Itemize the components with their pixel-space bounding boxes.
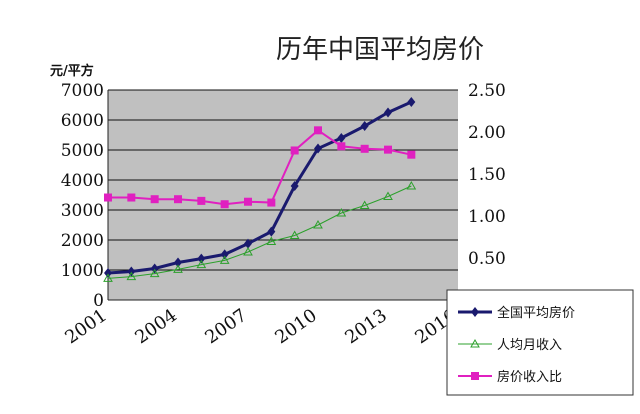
- data-point: [407, 97, 416, 107]
- left-tick-label: 7000: [61, 81, 104, 101]
- data-point: [266, 236, 277, 245]
- right-tick-label: 2.50: [468, 81, 506, 101]
- data-point: [104, 193, 112, 202]
- data-point: [360, 144, 369, 153]
- right-tick-label: 1.50: [468, 165, 506, 185]
- data-point: [127, 266, 136, 277]
- data-point: [127, 193, 136, 202]
- data-point: [243, 246, 253, 256]
- data-point: [337, 142, 346, 151]
- data-point: [104, 268, 112, 278]
- data-point: [126, 271, 137, 281]
- series-square: [104, 126, 416, 209]
- x-tick-labels: 2001 2004 2007 2010 2013 2016: [61, 305, 461, 348]
- data-point: [197, 196, 206, 205]
- series-diamond: [104, 97, 416, 278]
- data-point: [471, 307, 479, 317]
- right-tick-label: 2.00: [468, 123, 506, 143]
- data-point: [314, 126, 322, 135]
- left-tick-labels: 0 1000 2000 3000 4000 5000 6000 7000: [61, 81, 104, 311]
- left-tick-label: 5000: [61, 141, 104, 161]
- data-point: [267, 198, 276, 207]
- data-point: [313, 219, 323, 229]
- left-tick-label: 6000: [61, 111, 104, 131]
- data-point: [196, 259, 207, 269]
- data-point: [103, 273, 113, 282]
- legend-entry: 人均月收入: [458, 338, 562, 353]
- x-tick-label: 2004: [131, 305, 181, 348]
- right-tick-label: 1.00: [468, 207, 506, 227]
- right-tick-label: 0.50: [468, 249, 506, 269]
- data-point: [150, 195, 159, 204]
- left-tick-label: 2000: [61, 231, 104, 251]
- data-point: [407, 150, 416, 159]
- data-point: [220, 200, 229, 209]
- y-unit-label: 元/平方: [50, 63, 94, 79]
- chart-title: 历年中国平均房价: [276, 35, 484, 65]
- left-tick-label: 4000: [61, 171, 104, 191]
- data-point: [174, 195, 182, 204]
- data-point: [173, 264, 183, 273]
- left-tick-label: 3000: [61, 201, 104, 221]
- data-point: [384, 145, 392, 154]
- data-point: [337, 133, 346, 143]
- data-point: [149, 268, 160, 278]
- data-point: [219, 255, 230, 264]
- data-point: [267, 226, 276, 237]
- data-point: [197, 253, 206, 264]
- data-point: [471, 372, 479, 380]
- data-point: [359, 200, 370, 209]
- legend-entry: 房价收入比: [458, 369, 562, 385]
- data-point: [406, 180, 417, 190]
- data-point: [220, 249, 229, 260]
- data-point: [470, 338, 480, 348]
- legend-entry: 全国平均房价: [458, 305, 575, 321]
- legend-label: 房价收入比: [497, 369, 562, 385]
- x-tick-label: 2001: [61, 305, 111, 348]
- left-tick-label: 1000: [61, 261, 104, 281]
- x-tick-label: 2007: [201, 305, 251, 348]
- data-point: [150, 263, 159, 274]
- legend-label: 人均月收入: [497, 338, 562, 353]
- data-point: [336, 207, 347, 217]
- series-group: [103, 97, 417, 282]
- x-tick-label: 2010: [271, 305, 321, 348]
- x-tick-label: 2013: [341, 305, 391, 348]
- series-line: [107, 185, 412, 279]
- data-point: [384, 107, 392, 118]
- series-line: [107, 100, 412, 275]
- data-point: [314, 143, 322, 154]
- data-point: [290, 146, 299, 155]
- data-point: [383, 191, 393, 200]
- data-point: [244, 238, 252, 249]
- data-point: [289, 230, 300, 239]
- left-tick-label: 0: [93, 291, 104, 311]
- data-point: [360, 121, 369, 131]
- data-point: [174, 257, 182, 268]
- legend-label: 全国平均房价: [497, 305, 575, 321]
- series-triangle: [103, 180, 417, 282]
- right-tick-labels: 0.000.501.001.502.002.50: [468, 81, 506, 311]
- data-point: [244, 197, 252, 206]
- data-point: [290, 181, 299, 191]
